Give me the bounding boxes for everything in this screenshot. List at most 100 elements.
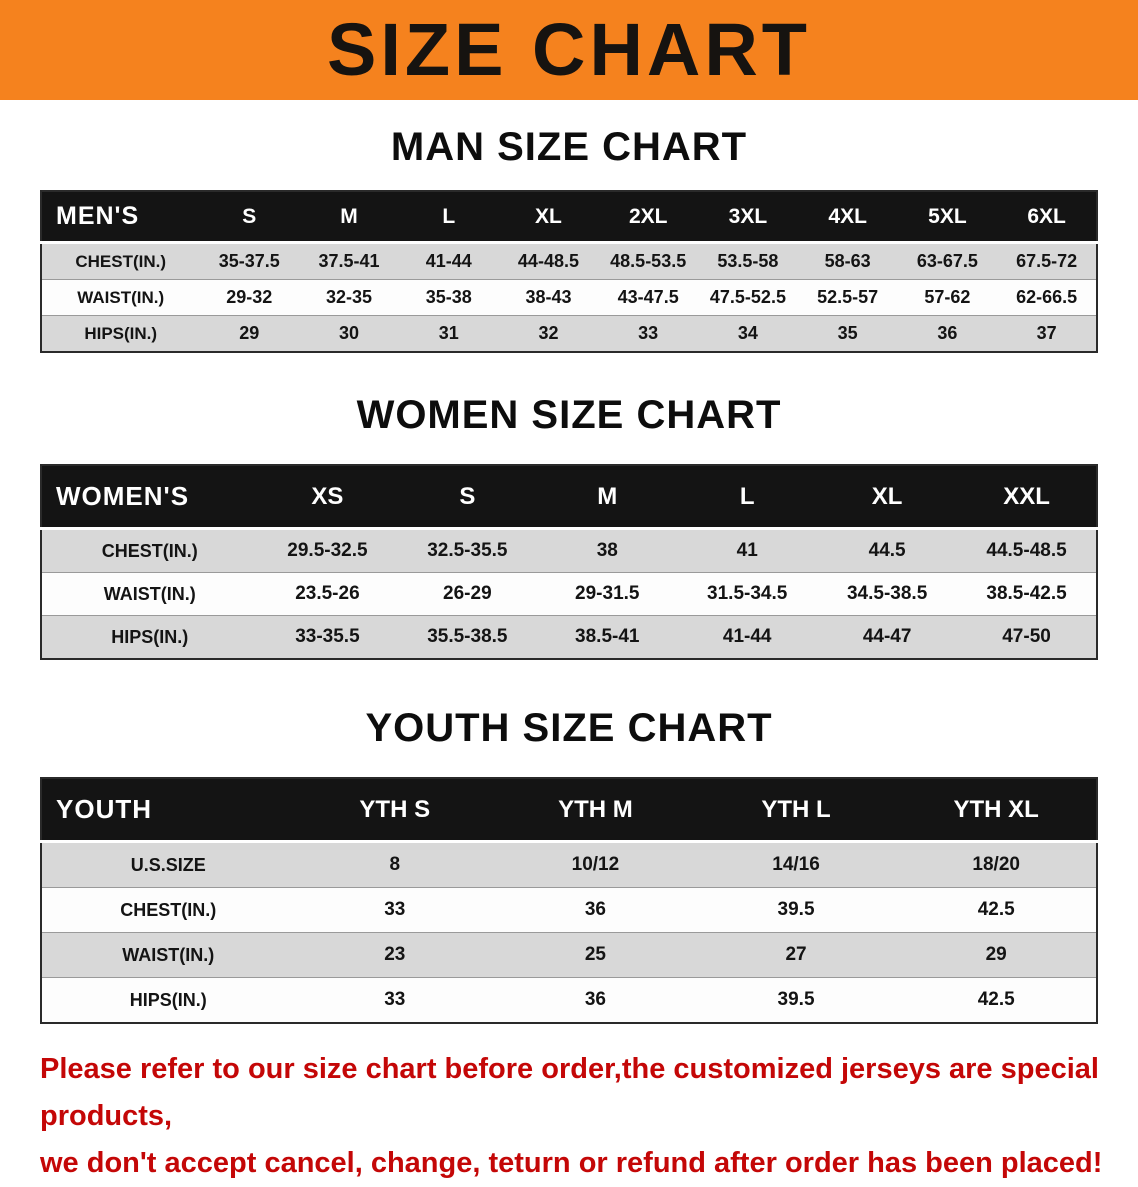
table-row: CHEST(IN.) 35-37.5 37.5-41 41-44 44-48.5 48.5… [41, 242, 1097, 280]
disclaimer: Please refer to our size chart before or… [40, 1046, 1110, 1187]
table-title-cell: YOUTH [41, 778, 295, 843]
row-label-cell: CHEST(IN.) [41, 242, 200, 280]
measurement-cell: 23.5-26 [257, 572, 398, 616]
size-header-cell: 5XL [897, 191, 998, 244]
measurement-cell: 23 [294, 932, 496, 978]
size-header-cell: YTH M [495, 778, 696, 843]
measurement-cell: 36 [897, 315, 998, 352]
table-title-cell: MEN'S [41, 191, 200, 244]
size-header-cell: L [677, 465, 818, 530]
measurement-cell: 47.5-52.5 [698, 279, 798, 316]
measurement-cell: 18/20 [896, 841, 1097, 888]
measurement-cell: 37 [997, 315, 1097, 352]
measurement-cell: 27 [695, 932, 897, 978]
measurement-cell: 29-31.5 [537, 572, 678, 616]
measurement-cell: 38.5-42.5 [957, 572, 1097, 616]
table-row: CHEST(IN.) 33 36 39.5 42.5 [41, 887, 1097, 933]
measurement-cell: 39.5 [695, 887, 897, 933]
man-section-heading: MAN SIZE CHART [390, 125, 748, 169]
table-row: HIPS(IN.) 33-35.5 35.5-38.5 38.5-41 41-44 44-… [41, 615, 1097, 659]
measurement-cell: 34 [698, 315, 798, 352]
size-header-cell: XL [817, 465, 958, 530]
measurement-cell: 57-62 [897, 279, 998, 316]
table-row: CHEST(IN.) 29.5-32.5 32.5-35.5 38 41 44.5 44.5… [41, 528, 1097, 573]
measurement-cell: 31.5-34.5 [677, 572, 818, 616]
measurement-cell: 31 [398, 315, 499, 352]
size-header-cell: 4XL [797, 191, 898, 244]
measurement-cell: 33-35.5 [257, 615, 398, 659]
row-label-cell: U.S.SIZE [41, 841, 295, 888]
women-size-table: WOMEN'S XS S M L XL XXL CHEST(IN.) 29.5-32.5 32.5… [40, 464, 1098, 660]
measurement-cell: 29.5-32.5 [257, 528, 398, 573]
size-header-cell: YTH S [294, 778, 496, 843]
measurement-cell: 41 [677, 528, 818, 573]
page-title: SIZE CHART [327, 8, 811, 91]
measurement-cell: 33 [294, 887, 496, 933]
measurement-cell: 36 [495, 977, 696, 1023]
measurement-cell: 39.5 [695, 977, 897, 1023]
measurement-cell: 58-63 [797, 242, 898, 280]
measurement-cell: 41-44 [398, 242, 499, 280]
measurement-cell: 26-29 [397, 572, 538, 616]
measurement-cell: 34.5-38.5 [817, 572, 958, 616]
table-header-row: WOMEN'S XS S M L XL XXL [41, 465, 1097, 530]
measurement-cell: 41-44 [677, 615, 818, 659]
size-header-cell: S [199, 191, 300, 244]
size-header-cell: XS [257, 465, 398, 530]
size-header-cell: L [398, 191, 499, 244]
measurement-cell: 67.5-72 [997, 242, 1097, 280]
table-row: WAIST(IN.) 23.5-26 26-29 29-31.5 31.5-34.5 34… [41, 572, 1097, 616]
banner: SIZE CHART [0, 0, 1138, 100]
measurement-cell: 44-48.5 [498, 242, 599, 280]
measurement-cell: 14/16 [695, 841, 897, 888]
measurement-cell: 25 [495, 932, 696, 978]
size-header-cell: M [537, 465, 678, 530]
man-size-table: MEN'S S M L XL 2XL 3XL 4XL 5XL 6XL CHEST(IN.) 35-37… [40, 190, 1098, 353]
measurement-cell: 44.5-48.5 [957, 528, 1097, 573]
table-row: WAIST(IN.) 29-32 32-35 35-38 38-43 43-47.5 47.… [41, 279, 1097, 316]
row-label-cell: WAIST(IN.) [41, 279, 200, 316]
measurement-cell: 38 [537, 528, 678, 573]
measurement-cell: 63-67.5 [897, 242, 998, 280]
measurement-cell: 35-37.5 [199, 242, 300, 280]
size-header-cell: 3XL [698, 191, 798, 244]
table-row: U.S.SIZE 8 10/12 14/16 18/20 [41, 841, 1097, 888]
table-row: WAIST(IN.) 23 25 27 29 [41, 932, 1097, 978]
size-header-cell: XL [498, 191, 599, 244]
table-row: HIPS(IN.) 29 30 31 32 33 34 35 36 37 [41, 315, 1097, 352]
measurement-cell: 62-66.5 [997, 279, 1097, 316]
size-header-cell: YTH XL [896, 778, 1097, 843]
size-header-cell: 2XL [598, 191, 699, 244]
measurement-cell: 38.5-41 [537, 615, 678, 659]
measurement-cell: 32.5-35.5 [397, 528, 538, 573]
measurement-cell: 43-47.5 [598, 279, 699, 316]
measurement-cell: 29 [199, 315, 300, 352]
measurement-cell: 44-47 [817, 615, 958, 659]
row-label-cell: CHEST(IN.) [41, 887, 295, 933]
measurement-cell: 37.5-41 [299, 242, 399, 280]
measurement-cell: 48.5-53.5 [598, 242, 699, 280]
table-header-row: YOUTH YTH S YTH M YTH L YTH XL [41, 778, 1097, 843]
disclaimer-line-1: Please refer to our size chart before or… [40, 1053, 1099, 1132]
row-label-cell: HIPS(IN.) [41, 615, 258, 659]
row-label-cell: CHEST(IN.) [41, 528, 258, 573]
measurement-cell: 42.5 [896, 887, 1097, 933]
row-label-cell: WAIST(IN.) [41, 932, 295, 978]
size-header-cell: M [299, 191, 399, 244]
measurement-cell: 36 [495, 887, 696, 933]
table-header-row: MEN'S S M L XL 2XL 3XL 4XL 5XL 6XL [41, 191, 1097, 244]
measurement-cell: 8 [294, 841, 496, 888]
measurement-cell: 35-38 [398, 279, 499, 316]
measurement-cell: 35 [797, 315, 898, 352]
measurement-cell: 38-43 [498, 279, 599, 316]
measurement-cell: 33 [294, 977, 496, 1023]
measurement-cell: 30 [299, 315, 399, 352]
measurement-cell: 29 [896, 932, 1097, 978]
size-header-cell: 6XL [997, 191, 1097, 244]
table-title-cell: WOMEN'S [41, 465, 258, 530]
size-header-cell: YTH L [695, 778, 897, 843]
size-header-cell: XXL [957, 465, 1097, 530]
measurement-cell: 29-32 [199, 279, 300, 316]
table-row: HIPS(IN.) 33 36 39.5 42.5 [41, 977, 1097, 1023]
